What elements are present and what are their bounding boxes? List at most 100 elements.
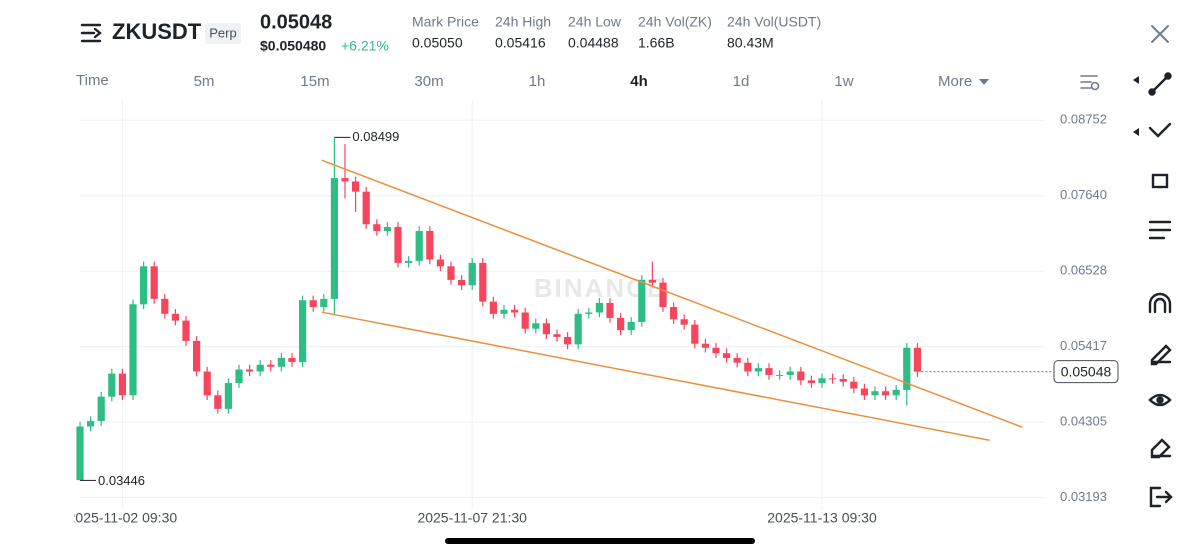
stat-label: 24h High: [495, 14, 551, 30]
candle-body: [532, 323, 540, 329]
candle-body: [574, 313, 582, 345]
candle-body: [214, 395, 222, 409]
stat-label: 24h Low: [568, 14, 622, 30]
candle-body: [585, 312, 593, 314]
candle-body: [458, 279, 466, 286]
tab[interactable]: 1w: [834, 73, 853, 90]
trend-line: [321, 311, 990, 441]
candle-body: [320, 298, 328, 308]
change: +6.21%: [341, 38, 389, 54]
candle-body: [171, 313, 179, 321]
candle-body: [256, 364, 264, 372]
close-icon[interactable]: [1151, 25, 1169, 43]
badge-bg: [205, 23, 241, 44]
toolbar: [1133, 72, 1173, 508]
candle-body: [617, 317, 625, 331]
tab[interactable]: 1h: [529, 73, 546, 90]
candle-body: [903, 347, 911, 390]
candle-body: [182, 320, 190, 341]
candle-body: [330, 178, 338, 299]
candle-body: [299, 300, 307, 363]
candle-body: [882, 391, 890, 396]
y-tick-label: 0.07640: [1060, 187, 1107, 202]
candle-body: [118, 373, 126, 396]
candle-body: [87, 421, 95, 427]
candle-body: [97, 396, 105, 422]
tab[interactable]: 30m: [414, 73, 443, 90]
badge: Perp: [209, 25, 236, 40]
candle-body: [797, 371, 805, 381]
low-label: 0.03446: [98, 473, 145, 488]
candle-body: [744, 362, 752, 372]
usd-price: $0.050480: [260, 38, 326, 54]
candle-body: [892, 389, 900, 396]
stat-value: 1.66B: [638, 35, 675, 51]
tab[interactable]: 5m: [194, 73, 215, 90]
candle-body: [712, 347, 720, 354]
candle-body: [309, 300, 317, 308]
candle-body: [415, 231, 423, 261]
tab[interactable]: Time: [76, 72, 109, 89]
candle-body: [108, 373, 116, 397]
candle-body: [627, 321, 635, 331]
menu-icon[interactable]: [80, 23, 102, 43]
candle-body: [638, 279, 646, 322]
stat-label: 24h Vol(USDT): [727, 14, 821, 30]
candle-body: [447, 266, 455, 280]
candle-body: [373, 224, 381, 232]
candle-body: [394, 226, 402, 263]
candle-body: [129, 304, 137, 396]
dropdown-arrow: [979, 79, 989, 85]
candle-body: [150, 266, 158, 299]
stat-value: 0.05416: [495, 35, 546, 51]
stat-value: 0.04488: [568, 35, 619, 51]
tab-active[interactable]: 4h: [630, 73, 648, 90]
candle-body: [542, 323, 550, 335]
candle-body: [436, 259, 444, 267]
candle-body: [76, 426, 84, 481]
y-tick-label: 0.03193: [1060, 489, 1107, 504]
stat-value: 80.43M: [727, 35, 774, 51]
y-tick-label: 0.05417: [1060, 338, 1107, 353]
candle-body: [913, 347, 921, 372]
candle-body: [267, 364, 275, 367]
settings-icon[interactable]: [1080, 75, 1100, 91]
candle-body: [765, 368, 773, 375]
plot: 2025-11-02 09:30 2025-11-07 21:30 2025-11-…: [68, 100, 1045, 526]
candle-body: [807, 380, 815, 384]
candle-body: [595, 302, 603, 313]
candle-body: [362, 191, 370, 225]
candle-body: [277, 357, 285, 367]
candle-body: [288, 357, 296, 363]
candle-body: [235, 369, 243, 384]
candle-body: [352, 181, 360, 192]
candle-body: [839, 378, 847, 382]
symbol: ZKUSDT: [112, 19, 202, 44]
candle-body: [670, 307, 678, 320]
y-tick-label: 0.06528: [1060, 263, 1107, 278]
tab[interactable]: More: [938, 73, 972, 90]
stat-label: Mark Price: [412, 14, 479, 30]
candle-body: [850, 381, 858, 389]
tab[interactable]: 15m: [300, 73, 329, 90]
candle-body: [829, 378, 837, 380]
stat-value: 0.05050: [412, 35, 463, 51]
candle-body: [606, 302, 614, 318]
x-tick-label: 2025-11-13 09:30: [767, 510, 877, 526]
high-label: 0.08499: [352, 129, 399, 144]
candle-body: [553, 334, 561, 337]
candle-body: [659, 282, 667, 308]
candle-body: [818, 378, 826, 384]
last-price-label: 0.05048: [1061, 363, 1112, 379]
last-price-box: [1053, 360, 1119, 384]
candle-body: [723, 353, 731, 358]
x-tick-label: 2025-11-02 09:30: [68, 510, 178, 526]
candle-body: [754, 368, 762, 372]
y-tick-label: 0.08752: [1060, 112, 1107, 127]
candle-body: [468, 262, 476, 286]
candle-body: [701, 343, 709, 348]
candle-body: [426, 231, 434, 260]
tab[interactable]: 1d: [733, 73, 750, 90]
candle-body: [500, 309, 508, 314]
